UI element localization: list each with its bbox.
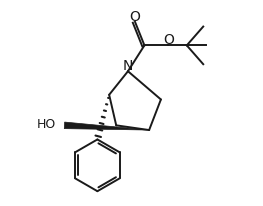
Text: HO: HO bbox=[37, 118, 56, 131]
Text: N: N bbox=[123, 59, 133, 73]
Text: O: O bbox=[129, 10, 140, 24]
Polygon shape bbox=[64, 122, 149, 130]
Text: O: O bbox=[163, 33, 174, 47]
